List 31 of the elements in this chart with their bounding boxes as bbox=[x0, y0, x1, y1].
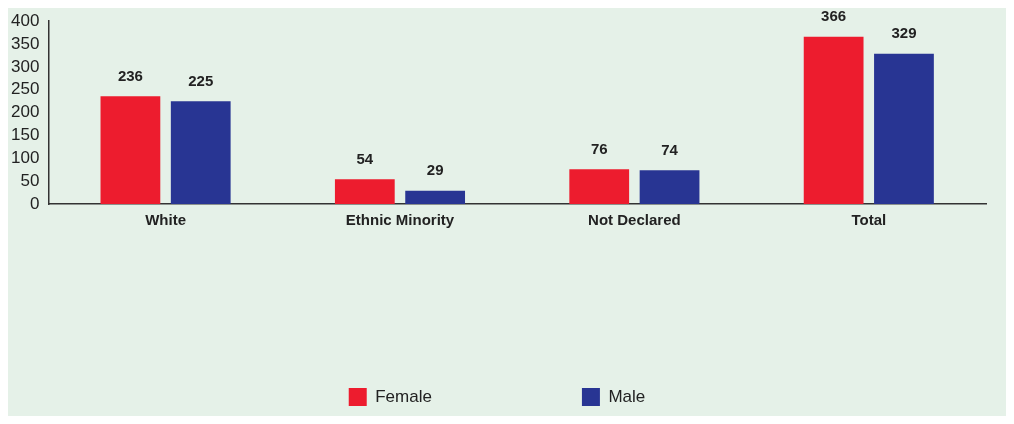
data-label: 225 bbox=[188, 71, 214, 89]
data-label: 76 bbox=[590, 139, 608, 157]
y-tick-label: 400 bbox=[10, 10, 40, 30]
bar bbox=[874, 53, 934, 204]
x-tick-label: Total bbox=[851, 211, 887, 229]
bar bbox=[334, 179, 395, 204]
x-tick-label: White bbox=[145, 211, 186, 229]
data-label: 74 bbox=[661, 140, 679, 158]
bar bbox=[569, 169, 630, 204]
y-tick-label: 50 bbox=[20, 170, 40, 190]
bar bbox=[100, 96, 161, 204]
y-tick-label: 150 bbox=[10, 125, 40, 145]
y-tick-label: 200 bbox=[10, 102, 40, 122]
y-tick-label: 350 bbox=[10, 33, 40, 53]
bar bbox=[803, 36, 864, 204]
y-tick-label: 100 bbox=[10, 147, 40, 167]
bar bbox=[639, 170, 700, 204]
data-label: 29 bbox=[426, 161, 444, 179]
x-tick-label: Ethnic Minority bbox=[345, 211, 455, 229]
bar bbox=[170, 101, 231, 204]
y-tick-label: 250 bbox=[10, 79, 40, 99]
y-tick-label: 0 bbox=[29, 193, 40, 213]
legend-label: Female bbox=[375, 386, 432, 406]
x-tick-label: Not Declared bbox=[588, 211, 681, 229]
data-label: 366 bbox=[821, 7, 847, 25]
y-tick-label: 300 bbox=[10, 56, 40, 76]
bar bbox=[405, 190, 466, 204]
data-label: 54 bbox=[356, 149, 374, 167]
legend-label: Male bbox=[608, 386, 646, 406]
data-label: 329 bbox=[891, 24, 917, 42]
data-label: 236 bbox=[117, 66, 143, 84]
